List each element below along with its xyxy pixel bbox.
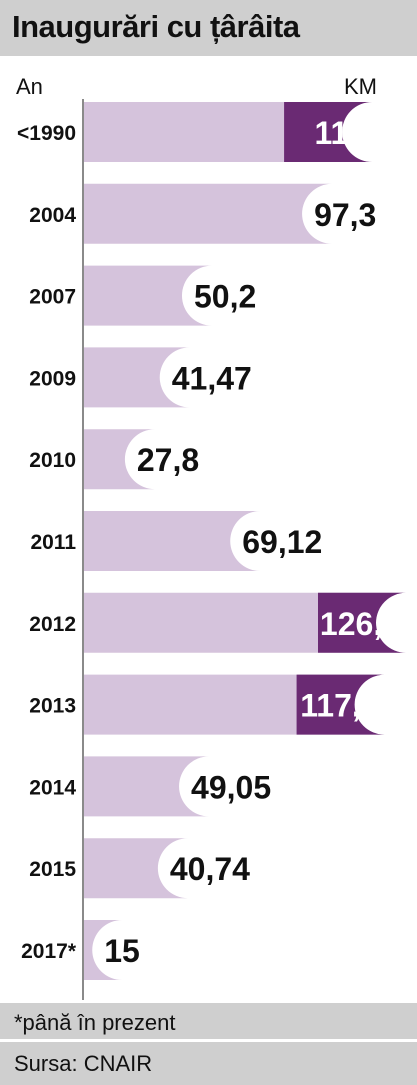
source-panel: Sursa: CNAIR [0, 1042, 417, 1085]
bar-highlight [296, 674, 385, 735]
chart-title: Inaugurări cu țârâita [12, 9, 300, 44]
category-label: <1990 [17, 122, 76, 145]
data-label: 50,2 [194, 279, 256, 315]
bar [84, 429, 155, 490]
unit-column-header: KM [344, 74, 377, 99]
bar [84, 838, 188, 899]
footnote-panel: *până în prezent [0, 1003, 417, 1039]
category-label: 2010 [29, 449, 76, 472]
data-label: 97,3 [314, 197, 376, 233]
category-label: 2013 [29, 695, 76, 718]
bar [84, 511, 261, 571]
category-label: 2004 [29, 204, 76, 227]
data-label: 41,47 [172, 360, 252, 396]
data-label: 40,74 [170, 851, 250, 887]
bar-highlight [284, 102, 373, 162]
data-label: 69,12 [242, 524, 322, 560]
category-label: 2014 [29, 776, 76, 799]
data-label: 49,05 [191, 769, 271, 805]
source-text: Sursa: CNAIR [14, 1051, 153, 1076]
bar [84, 920, 123, 980]
bar [84, 347, 190, 408]
category-label: 2011 [30, 531, 76, 554]
bar [84, 265, 212, 326]
category-label: 2007 [29, 286, 76, 309]
category-label: 2012 [29, 613, 76, 636]
data-label: 126,3 [320, 606, 400, 642]
year-column-header: An [16, 74, 43, 99]
footnote-text: *până în prezent [14, 1010, 176, 1035]
bar-highlight [318, 592, 406, 653]
data-label: 117,9 [300, 688, 378, 724]
category-label: 2015 [29, 858, 76, 881]
bar [84, 183, 333, 244]
data-label: 113 [314, 115, 366, 151]
title-bar: Inaugurări cu țârâita [0, 0, 417, 56]
data-label: 15 [104, 933, 140, 969]
data-label: 27,8 [137, 442, 199, 478]
bar [84, 756, 210, 817]
category-label: 2017* [21, 940, 77, 963]
category-label: 2009 [29, 367, 76, 390]
